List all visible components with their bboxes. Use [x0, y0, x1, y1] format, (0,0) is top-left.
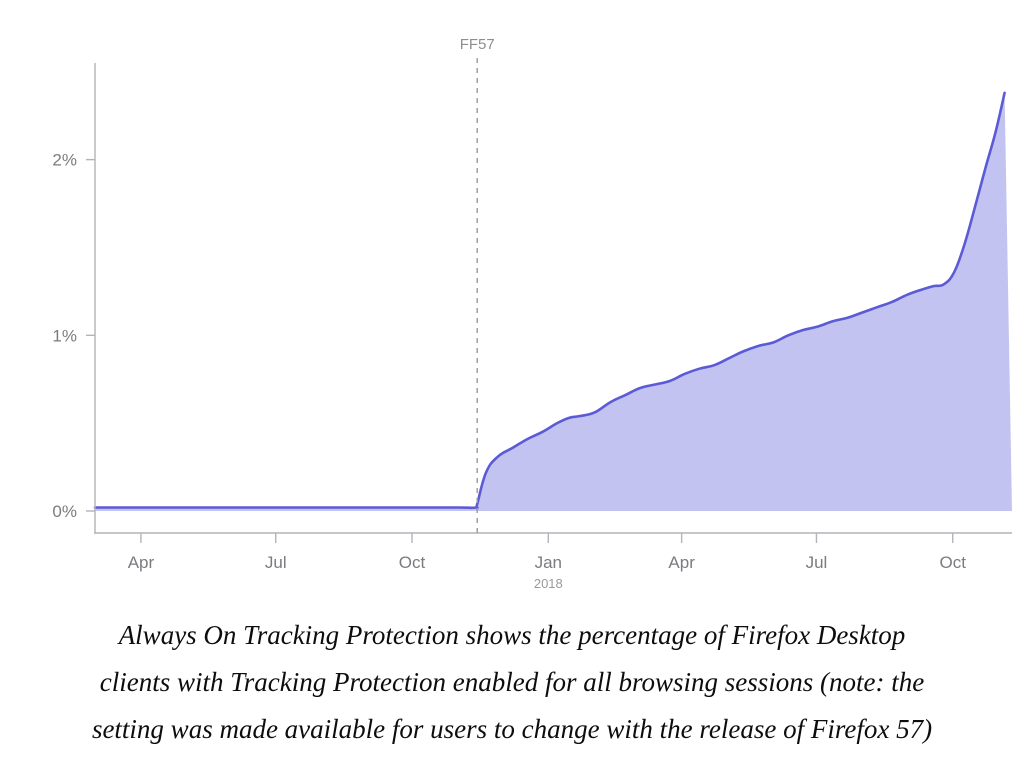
y-tick-label: 1% [52, 326, 77, 345]
y-tick-label: 2% [52, 151, 77, 170]
x-tick-label: Oct [940, 553, 967, 572]
x-tick-label: Apr [668, 553, 695, 572]
caption-line-2: clients with Tracking Protection enabled… [99, 667, 925, 697]
chart-plot-area: 0% 1% 2% Apr Jul Oct Jan 2018 Apr Jul Oct FF57 [52, 36, 1012, 591]
series-area-fill [95, 92, 1012, 512]
series-line [93, 91, 1006, 510]
x-tick-label: Apr [128, 553, 155, 572]
annotation-label-ff57: FF57 [460, 36, 495, 53]
figure-caption: Always On Tracking Protection shows the … [0, 612, 1024, 753]
caption-line-3: setting was made available for users to … [91, 714, 933, 744]
y-tick-label: 0% [52, 502, 77, 521]
x-tick-label: Oct [399, 553, 426, 572]
x-tick-sublabel: 2018 [534, 576, 563, 591]
area-chart: 0% 1% 2% Apr Jul Oct Jan 2018 Apr Jul Oct FF57 [52, 36, 1012, 591]
x-tick-label: Jan [535, 553, 562, 572]
caption-line-1: Always On Tracking Protection shows the … [118, 620, 906, 650]
x-tick-label: Jul [806, 553, 828, 572]
x-tick-label: Jul [265, 553, 287, 572]
